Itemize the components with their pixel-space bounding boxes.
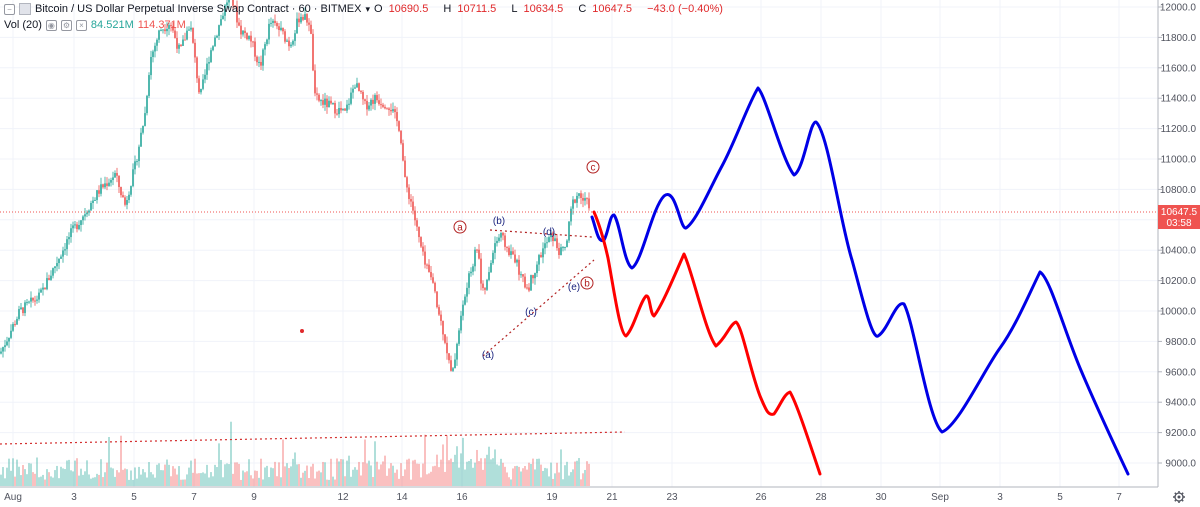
wave-label-pb: (b) [493,216,505,227]
ohlc-low: L 10634.5 [511,3,564,15]
price-tick-label: 9800.0 [1165,337,1196,348]
projection-blue-path [590,86,1130,476]
volume-label[interactable]: Vol (20) [4,19,42,31]
wave-label-pd: (d) [543,227,555,238]
chart-legend-header: − Bitcoin / US Dollar Perpetual Inverse … [4,3,735,15]
volume-value-2: 114.371M [137,19,186,31]
svg-text:03:58: 03:58 [1166,218,1191,229]
price-tick-label: 12000.0 [1160,3,1197,14]
svg-text:b: b [584,279,590,290]
triangle-upper-line [489,229,593,238]
volume-legend: Vol (20) ◉ ⚙ × 84.521M 114.371M [4,19,186,31]
last-price-tag: 10647.5 03:58 [1158,205,1200,229]
price-tick-label: 10000.0 [1160,307,1197,318]
ohlc-values: O 10690.5 H 10711.5 L 10634.5 C 10647.5 −43.… [374,3,735,15]
time-tick-label: Aug [4,492,22,503]
time-scale-ticks: Aug 3 5 7 9 12 14 16 19 21 23 26 28 30 Sep 3 5 7 [4,492,1122,503]
price-scale[interactable] [1158,0,1200,487]
time-tick-label: 16 [456,492,468,503]
close-icon[interactable]: × [75,19,87,31]
ohlc-open: O 10690.5 [374,3,429,15]
time-tick-label: 5 [1057,492,1063,503]
wave-label-pe: (e) [568,282,580,293]
price-tick-label: 11000.0 [1161,155,1197,166]
time-tick-label: 30 [875,492,887,503]
price-tick-label: 10800.0 [1160,185,1197,196]
marker-dot [300,329,304,333]
ohlc-close: C 10647.5 [578,3,633,15]
volume-trendline [0,431,626,445]
svg-text:10647.5: 10647.5 [1161,207,1198,218]
projection-red-path [592,210,822,476]
symbol-title[interactable]: Bitcoin / US Dollar Perpetual Inverse Sw… [35,3,362,15]
price-tick-label: 9600.0 [1165,367,1196,378]
ohlc-high: H 10711.5 [443,3,497,15]
time-tick-label: 26 [755,492,767,503]
time-tick-label: Sep [931,492,949,503]
time-tick-label: 19 [546,492,558,503]
time-scale[interactable] [0,487,1158,507]
time-tick-label: 3 [997,492,1003,503]
chart-grid [0,0,1158,487]
wave-label-pc: (c) [525,307,537,318]
time-tick-label: 5 [131,492,137,503]
price-tick-label: 11200.0 [1161,124,1197,135]
price-tick-label: 9200.0 [1165,428,1196,439]
gear-icon[interactable] [1173,491,1185,503]
svg-text:c: c [591,163,596,174]
wave-label-a: a [453,220,467,234]
time-tick-label: 21 [606,492,618,503]
wave-label-pa: (a) [482,350,494,361]
eye-icon[interactable]: ◉ [45,19,57,31]
time-tick-label: 3 [71,492,77,503]
price-tick-label: 10200.0 [1160,276,1197,287]
time-tick-label: 23 [666,492,678,503]
candlesticks [0,0,590,373]
time-tick-label: 14 [396,492,408,503]
time-tick-label: 12 [337,492,349,503]
time-tick-label: 7 [191,492,197,503]
price-tick-label: 9400.0 [1165,398,1196,409]
chevron-down-icon[interactable]: ▾ [365,3,370,14]
time-tick-label: 28 [815,492,827,503]
price-tick-label: 11400.0 [1161,94,1197,105]
price-tick-label: 11600.0 [1161,63,1197,74]
price-tick-label: 10400.0 [1160,246,1197,257]
wave-label-b: b [580,276,594,290]
ohlc-change: −43.0 (−0.40%) [647,3,723,15]
time-tick-label: 9 [251,492,257,503]
volume-value-1: 84.521M [90,19,134,31]
price-tick-label: 9000.0 [1165,459,1196,470]
price-tick-label: 11800.0 [1161,33,1197,44]
settings-small-icon[interactable]: ⚙ [60,19,72,31]
collapse-icon[interactable]: − [4,3,15,15]
time-tick-label: 7 [1116,492,1122,503]
svg-text:a: a [457,223,463,234]
volume-bars [0,421,590,486]
wave-label-c: c [586,160,600,174]
symbol-icon [19,3,31,15]
